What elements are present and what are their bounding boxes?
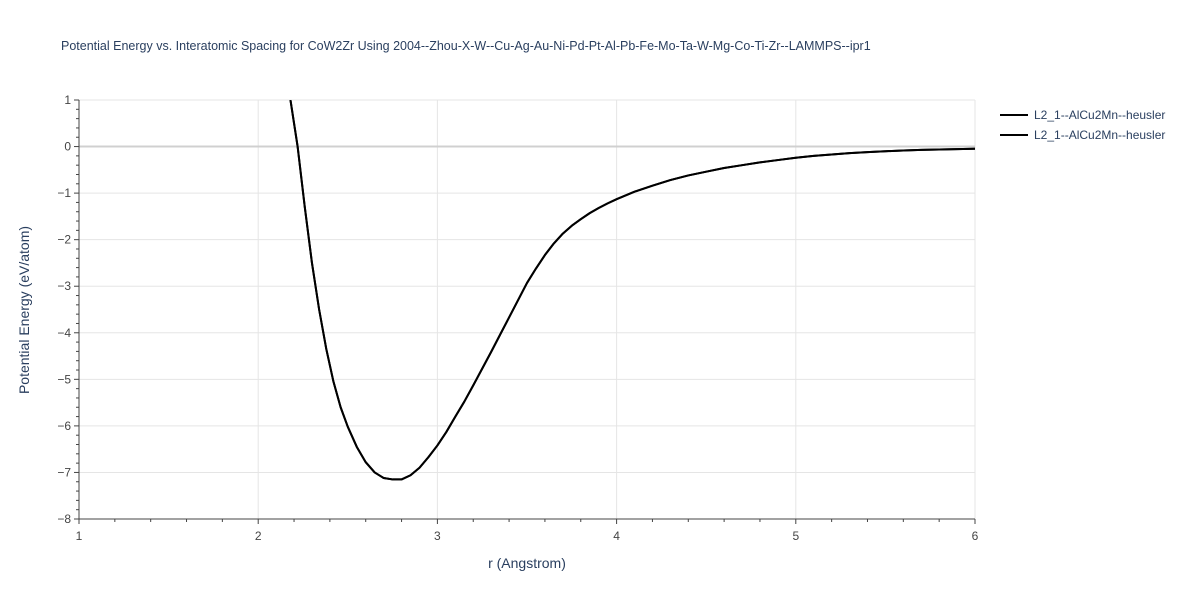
y-axis-title: Potential Energy (eV/atom): [16, 226, 32, 394]
x-tick-label: 1: [76, 529, 83, 543]
x-tick-label: 2: [255, 529, 262, 543]
chart-title: Potential Energy vs. Interatomic Spacing…: [61, 39, 871, 53]
y-tick-label: −3: [57, 279, 71, 293]
grid-lines: [79, 99, 976, 519]
y-tick-label: −1: [57, 186, 71, 200]
y-tick-label: −6: [57, 419, 71, 433]
x-tick-label: 4: [613, 529, 620, 543]
series-line-2: [289, 100, 975, 481]
y-tick-label: −5: [57, 372, 71, 386]
x-tick-label: 3: [434, 529, 441, 543]
y-tick-label: −2: [57, 233, 71, 247]
y-tick-label: −7: [57, 465, 71, 479]
y-tick-label: −4: [57, 326, 71, 340]
legend-label-2: L2_1--AlCu2Mn--heusler: [1034, 128, 1165, 142]
y-tick-label: 0: [64, 140, 71, 154]
axis-ticks: 1 2 3 4 5 6 1 0 −1 −2 −3 −4 −5 −6 −7 −8: [57, 93, 978, 543]
plot-area: 1 2 3 4 5 6 1 0 −1 −2 −3 −4 −5 −6 −7 −8 L2_1--AlCu2Mn--h…: [57, 93, 1165, 543]
x-axis-title: r (Angstrom): [488, 555, 566, 571]
y-tick-label: 1: [64, 93, 71, 107]
x-tick-label: 6: [972, 529, 979, 543]
x-tick-label: 5: [792, 529, 799, 543]
series-lines: [289, 100, 975, 481]
y-tick-label: −8: [57, 512, 71, 526]
legend-label-1: L2_1--AlCu2Mn--heusler: [1034, 108, 1165, 122]
legend: L2_1--AlCu2Mn--heusler L2_1--AlCu2Mn--heu…: [1000, 108, 1165, 142]
